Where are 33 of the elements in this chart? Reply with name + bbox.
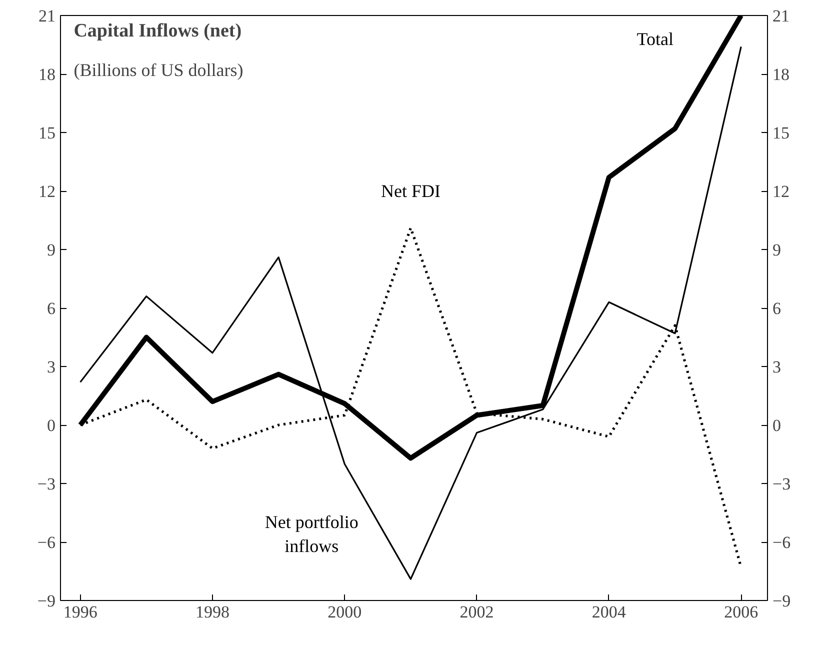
x-tick-label: 2000 [328, 602, 362, 622]
x-tick-label: 2002 [460, 602, 494, 622]
text: Total [636, 28, 674, 49]
y-tick-label: −6 [37, 533, 56, 552]
y2-tick-label: 6 [772, 299, 781, 318]
y-tick-label: −3 [37, 474, 56, 494]
y-tick-label: 3 [47, 358, 56, 376]
y-tick-label: 15 [38, 124, 56, 142]
y2-tick-label: 21 [772, 6, 790, 26]
y2-tick-label: 12 [772, 182, 790, 201]
y2-tick-label: 9 [772, 240, 781, 260]
y2-tick-label: −6 [772, 533, 791, 552]
y-tick-label: 9 [47, 240, 56, 260]
y-tick-label: −9 [37, 592, 56, 610]
x-tick-label: 2006 [724, 602, 758, 622]
x-tick-label: 1996 [63, 602, 98, 622]
y-tick-label: 12 [38, 182, 56, 201]
y2-tick-label: 0 [772, 416, 781, 435]
y2-tick-label: 3 [772, 358, 781, 376]
x-tick-label: 1998 [195, 602, 230, 622]
x-tick-label: 2004 [592, 602, 626, 622]
text: Net FDI [380, 181, 440, 201]
y-tick-label: 6 [47, 299, 56, 318]
y2-tick-label: −9 [772, 592, 791, 610]
y2-tick-label: 15 [772, 124, 790, 142]
y-tick-label: 18 [38, 65, 56, 84]
y-tick-label: 0 [47, 416, 56, 435]
chart-title: Capital Inflows (net) [74, 20, 242, 42]
series-label: Net portfolio inflows [264, 512, 358, 556]
y-tick-label: 21 [38, 6, 56, 26]
y2-tick-label: 18 [772, 65, 790, 84]
y2-tick-label: −3 [772, 474, 791, 494]
text: (Billions of US dollars) [74, 60, 244, 80]
